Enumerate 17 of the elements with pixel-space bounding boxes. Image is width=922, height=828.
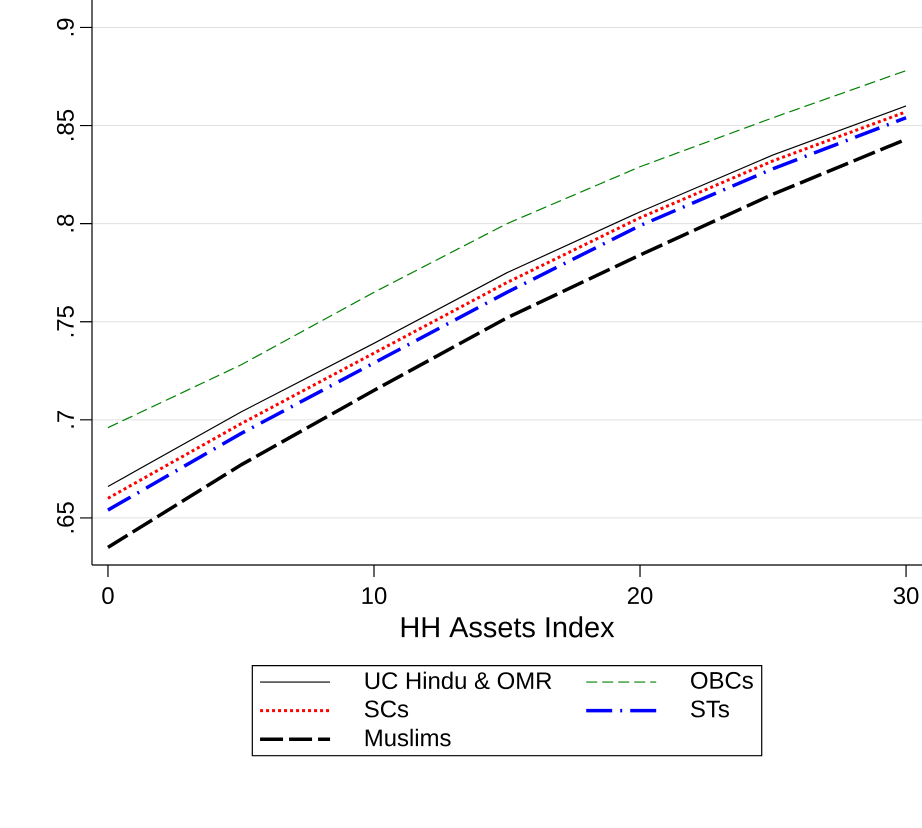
legend-label: STs — [691, 700, 729, 718]
legend-label: OBCs — [691, 672, 753, 689]
y-tick-label: .7 — [57, 411, 74, 428]
y-tick-label: .8 — [56, 214, 74, 232]
x-tick-label: 20 — [628, 587, 652, 604]
legend-label: UC Hindu & OMR — [366, 672, 552, 690]
legend-label: Muslims — [366, 728, 451, 746]
x-axis-title: HH Assets Index — [402, 616, 614, 638]
y-tick-label: .75 — [57, 306, 74, 336]
y-tick-label: .85 — [56, 110, 74, 140]
x-tick-label: 10 — [362, 587, 386, 604]
x-tick-label: 0 — [102, 587, 114, 604]
y-tick-label: .9 — [56, 18, 74, 36]
y-tick-label: .65 — [56, 502, 74, 532]
line-series — [107, 70, 907, 428]
legend-label: SCs — [364, 700, 408, 718]
x-tick-label: 30 — [894, 587, 918, 604]
